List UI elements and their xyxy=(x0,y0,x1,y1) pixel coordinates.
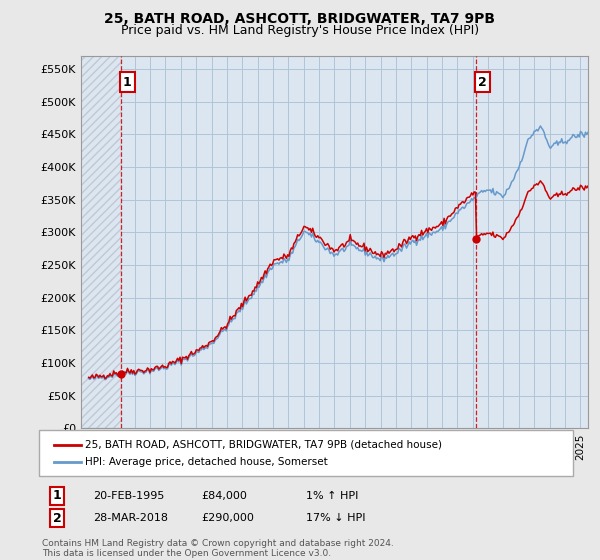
Bar xyxy=(81,56,121,428)
Text: 1% ↑ HPI: 1% ↑ HPI xyxy=(306,491,358,501)
Text: 25, BATH ROAD, ASHCOTT, BRIDGWATER, TA7 9PB (detached house): 25, BATH ROAD, ASHCOTT, BRIDGWATER, TA7 … xyxy=(85,440,442,450)
Text: £84,000: £84,000 xyxy=(201,491,247,501)
Text: 1: 1 xyxy=(53,489,61,502)
Text: 20-FEB-1995: 20-FEB-1995 xyxy=(93,491,164,501)
Text: 2: 2 xyxy=(478,76,487,88)
Text: 17% ↓ HPI: 17% ↓ HPI xyxy=(306,513,365,523)
Text: Price paid vs. HM Land Registry's House Price Index (HPI): Price paid vs. HM Land Registry's House … xyxy=(121,24,479,36)
Text: £290,000: £290,000 xyxy=(201,513,254,523)
Text: Contains HM Land Registry data © Crown copyright and database right 2024.
This d: Contains HM Land Registry data © Crown c… xyxy=(42,539,394,558)
Text: 25, BATH ROAD, ASHCOTT, BRIDGWATER, TA7 9PB: 25, BATH ROAD, ASHCOTT, BRIDGWATER, TA7 … xyxy=(104,12,496,26)
Text: 2: 2 xyxy=(53,511,61,525)
Text: 1: 1 xyxy=(123,76,131,88)
Text: 28-MAR-2018: 28-MAR-2018 xyxy=(93,513,168,523)
Text: HPI: Average price, detached house, Somerset: HPI: Average price, detached house, Some… xyxy=(85,457,328,467)
